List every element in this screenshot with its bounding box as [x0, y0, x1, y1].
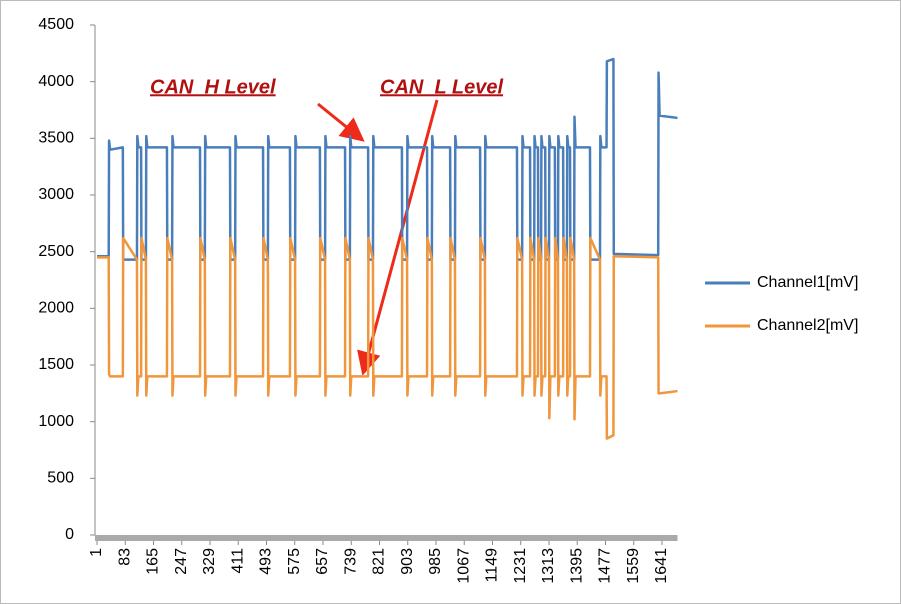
- y-tick-label: 3000: [38, 186, 74, 203]
- x-tick-label: 1641: [653, 548, 670, 584]
- series-line: [97, 236, 678, 440]
- x-tick-label: 329: [201, 548, 218, 575]
- x-tick-label: 83: [116, 548, 133, 566]
- y-tick-label: 3500: [38, 130, 74, 147]
- y-tick-label: 1500: [38, 356, 74, 373]
- x-tick-label: 1231: [512, 548, 529, 584]
- y-tick-label: 4000: [38, 73, 74, 90]
- x-tick-label: 1067: [455, 548, 472, 584]
- x-tick-label: 739: [342, 548, 359, 575]
- x-tick-label: 657: [314, 548, 331, 575]
- y-tick-label: 0: [65, 526, 74, 543]
- x-axis: [95, 535, 678, 541]
- legend-label: Channel2[mV]: [757, 317, 858, 334]
- arrow: [317, 102, 365, 142]
- x-tick-label: 821: [371, 548, 388, 575]
- x-tick-label: 903: [399, 548, 416, 575]
- y-tick-label: 2000: [38, 300, 74, 317]
- arrow: [357, 99, 439, 376]
- x-tick-label: 1313: [540, 548, 557, 584]
- x-tick-label: 493: [258, 548, 275, 575]
- annotation: CAN_H Level: [150, 76, 276, 98]
- x-tick-label: 575: [286, 548, 303, 575]
- y-tick-label: 2500: [38, 243, 74, 260]
- x-tick-label: 165: [145, 548, 162, 575]
- annotation: CAN_L Level: [380, 76, 503, 98]
- x-tick-label: 247: [173, 548, 190, 575]
- y-tick-label: 4500: [38, 16, 74, 33]
- y-tick-label: 500: [47, 470, 74, 487]
- y-tick-label: 1000: [38, 413, 74, 430]
- x-tick-label: 1149: [484, 548, 501, 583]
- legend-label: Channel1[mV]: [757, 274, 858, 291]
- x-tick-label: 1559: [625, 548, 642, 584]
- x-tick-label: 1: [88, 548, 105, 557]
- x-tick-label: 985: [427, 548, 444, 575]
- x-tick-label: 1477: [597, 548, 614, 584]
- axes: 0 500 1000 1500 2000 2500 3000 3500 4000 4500 1 83 1…: [38, 16, 678, 584]
- x-tick-label: 1395: [568, 548, 585, 584]
- x-tick-label: 411: [229, 548, 246, 574]
